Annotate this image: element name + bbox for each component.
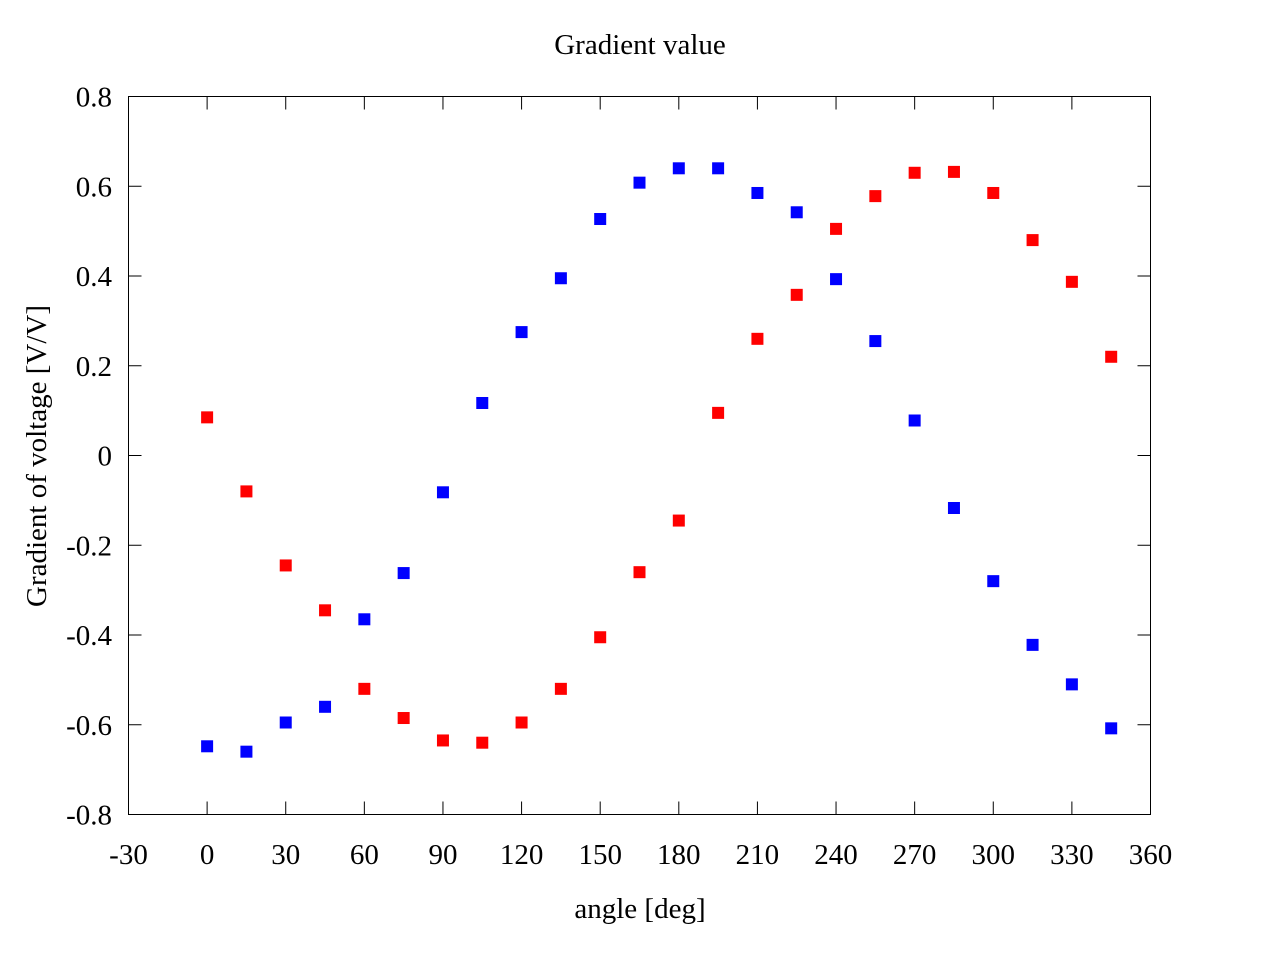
x-tick-label: 270 bbox=[893, 839, 937, 871]
data-point-series-2 bbox=[240, 745, 253, 758]
y-tick-label: 0.6 bbox=[76, 171, 112, 203]
data-point-series-1 bbox=[554, 682, 567, 695]
data-point-series-1 bbox=[1065, 275, 1078, 288]
data-point-series-2 bbox=[790, 206, 803, 219]
x-tick-label: 120 bbox=[500, 839, 544, 871]
y-axis-label: Gradient of voltage [V/V] bbox=[21, 305, 53, 607]
data-point-series-2 bbox=[201, 740, 214, 753]
data-point-series-2 bbox=[554, 272, 567, 285]
data-point-series-2 bbox=[1105, 722, 1118, 735]
data-point-series-1 bbox=[397, 712, 410, 725]
data-point-series-1 bbox=[751, 332, 764, 345]
y-tick-label: -0.2 bbox=[66, 530, 112, 562]
x-tick-label: 90 bbox=[428, 839, 457, 871]
data-point-series-2 bbox=[515, 326, 528, 339]
data-point-series-2 bbox=[633, 176, 646, 189]
data-point-series-2 bbox=[319, 700, 332, 713]
data-point-series-1 bbox=[319, 604, 332, 617]
x-tick-label: 150 bbox=[578, 839, 622, 871]
x-tick-label: 330 bbox=[1050, 839, 1094, 871]
data-point-series-1 bbox=[987, 186, 1000, 199]
data-point-series-2 bbox=[869, 335, 882, 348]
data-point-series-1 bbox=[358, 682, 371, 695]
x-tick-label: 180 bbox=[657, 839, 701, 871]
data-point-series-2 bbox=[358, 613, 371, 626]
data-point-series-1 bbox=[240, 485, 253, 498]
y-tick-label: 0.4 bbox=[76, 261, 113, 293]
y-tick-label: 0.8 bbox=[76, 82, 112, 114]
y-tick-label: -0.4 bbox=[66, 620, 112, 652]
data-point-series-2 bbox=[830, 273, 843, 286]
data-point-series-2 bbox=[947, 502, 960, 515]
data-point-series-1 bbox=[947, 165, 960, 178]
x-tick-labels: -30 0 30 60 90 120 150 180 210 240 270 300 330 360 bbox=[109, 839, 1172, 871]
data-point-series-1 bbox=[712, 406, 725, 419]
x-axis-label: angle [deg] bbox=[574, 893, 705, 925]
y-tick-label: 0.2 bbox=[76, 351, 112, 383]
data-point-series-1 bbox=[869, 190, 882, 203]
data-point-series-2 bbox=[712, 162, 725, 175]
tick-marks bbox=[128, 96, 1151, 815]
data-point-series-2 bbox=[751, 186, 764, 199]
x-tick-label: -30 bbox=[109, 839, 148, 871]
data-point-series-1 bbox=[476, 736, 489, 749]
x-tick-label: 210 bbox=[736, 839, 780, 871]
data-point-series-2 bbox=[1026, 638, 1039, 651]
data-point-series-2 bbox=[436, 486, 449, 499]
x-tick-label: 60 bbox=[350, 839, 379, 871]
data-point-series-1 bbox=[594, 631, 607, 644]
data-points bbox=[201, 162, 1118, 758]
data-point-series-1 bbox=[908, 166, 921, 179]
y-tick-label: 0 bbox=[98, 441, 113, 473]
y-tick-label: -0.6 bbox=[66, 710, 112, 742]
plot-frame bbox=[128, 96, 1151, 815]
x-tick-label: 0 bbox=[200, 839, 215, 871]
data-point-series-2 bbox=[987, 575, 1000, 588]
chart-title: Gradient value bbox=[554, 29, 726, 61]
x-tick-label: 300 bbox=[972, 839, 1016, 871]
data-point-series-1 bbox=[201, 411, 214, 424]
x-tick-label: 360 bbox=[1129, 839, 1173, 871]
data-point-series-2 bbox=[397, 567, 410, 580]
data-point-series-2 bbox=[672, 162, 685, 175]
data-point-series-2 bbox=[279, 716, 292, 729]
data-point-series-2 bbox=[908, 414, 921, 427]
data-point-series-1 bbox=[830, 222, 843, 235]
data-point-series-2 bbox=[594, 213, 607, 226]
data-point-series-1 bbox=[515, 716, 528, 729]
data-point-series-1 bbox=[633, 566, 646, 579]
data-point-series-1 bbox=[436, 734, 449, 747]
data-point-series-1 bbox=[1026, 234, 1039, 247]
data-point-series-2 bbox=[476, 396, 489, 409]
x-tick-label: 240 bbox=[814, 839, 858, 871]
data-point-series-2 bbox=[1065, 678, 1078, 691]
data-point-series-1 bbox=[1105, 350, 1118, 363]
y-tick-label: -0.8 bbox=[66, 800, 112, 832]
x-tick-label: 30 bbox=[271, 839, 300, 871]
data-point-series-1 bbox=[790, 288, 803, 301]
y-tick-labels: -0.8 -0.6 -0.4 -0.2 0 0.2 0.4 0.6 0.8 bbox=[66, 82, 112, 832]
data-point-series-1 bbox=[279, 559, 292, 572]
data-point-series-1 bbox=[672, 514, 685, 527]
